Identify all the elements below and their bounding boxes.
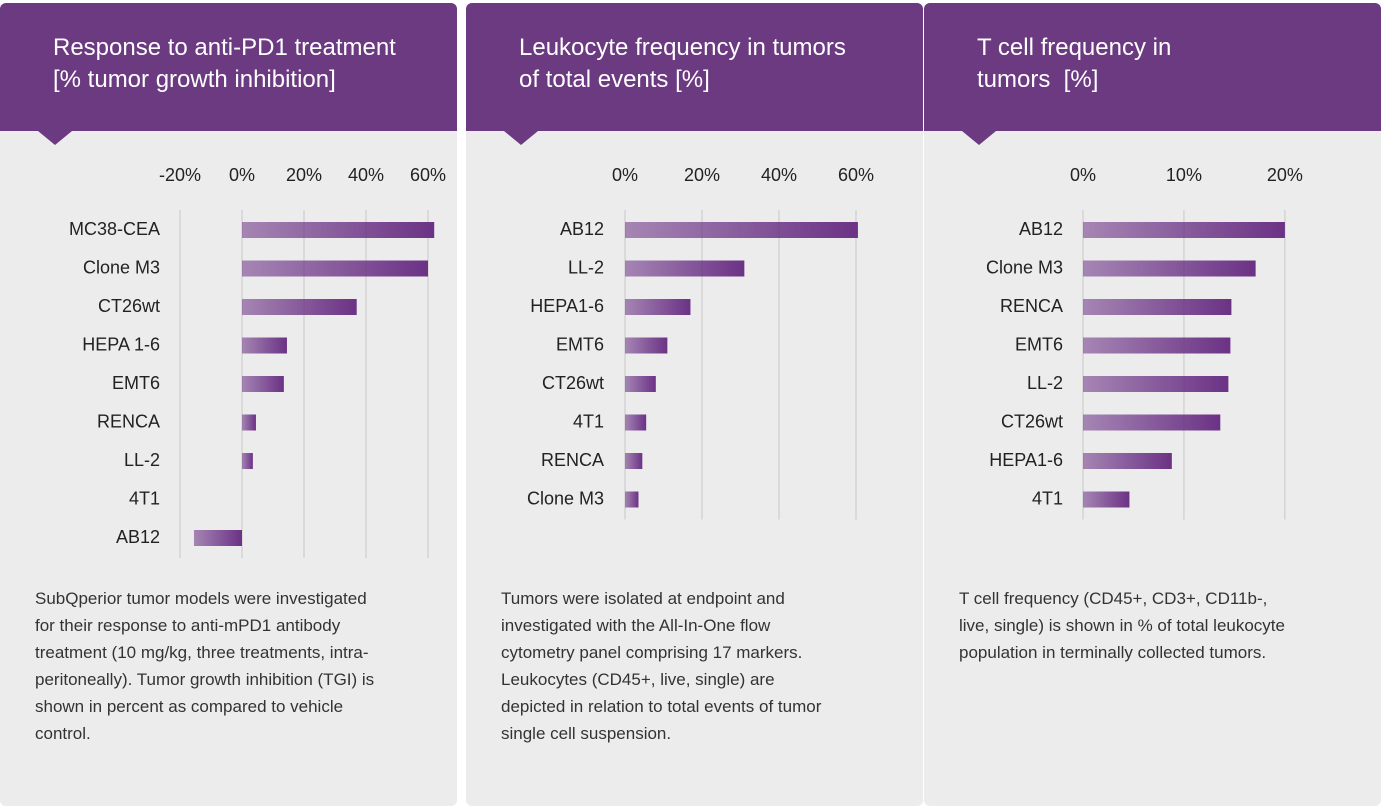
panel-note: SubQperior tumor models were investigate… [35,589,375,743]
bar [1083,414,1221,431]
bar [625,453,643,469]
y-tick-label: AB12 [116,527,160,547]
bar [242,260,428,277]
bar [242,453,253,469]
bar [1083,453,1172,469]
bar [242,299,357,315]
bar [625,299,691,315]
y-tick-label: HEPA1-6 [530,296,604,316]
y-tick-label: 4T1 [129,488,160,508]
y-tick-label: Clone M3 [527,488,604,508]
panel-header: Leukocyte frequency in tumors of total ev… [466,3,923,131]
y-tick-label: CT26wt [98,296,160,316]
panel-title: Leukocyte frequency in tumors of total ev… [519,32,846,96]
y-tick-label: AB12 [1019,219,1063,239]
panel-title: Response to anti-PD1 treatment [% tumor g… [53,32,396,96]
bar [1083,299,1232,315]
y-tick-label: LL-2 [1027,373,1063,393]
bar [1083,260,1256,277]
y-tick-label: 4T1 [573,411,604,431]
panel-note: Tumors were isolated at endpoint and inv… [501,589,822,743]
x-tick-label: 20% [1267,165,1303,185]
panel-note: T cell frequency (CD45+, CD3+, CD11b-, l… [959,589,1285,662]
panel-header: T cell frequency in tumors [%] [924,3,1381,131]
bar [625,337,668,354]
title-line: [% tumor growth inhibition] [53,66,336,93]
x-tick-label: 0% [1070,165,1096,185]
y-tick-label: HEPA1-6 [989,450,1063,470]
y-tick-label: EMT6 [1015,334,1063,354]
y-tick-label: AB12 [560,219,604,239]
y-tick-label: RENCA [541,450,604,470]
x-tick-label: 60% [410,165,446,185]
y-tick-label: EMT6 [112,373,160,393]
y-tick-label: HEPA 1-6 [82,334,160,354]
title-line: Leukocyte frequency in tumors [519,34,846,61]
header-pointer [504,131,538,145]
y-tick-label: RENCA [97,411,160,431]
y-tick-label: MC38-CEA [69,219,160,239]
y-tick-label: Clone M3 [83,257,160,277]
x-tick-label: 0% [612,165,638,185]
y-tick-label: LL-2 [124,450,160,470]
y-tick-label: CT26wt [542,373,604,393]
bar [242,337,287,354]
bar [625,222,858,238]
bar [625,260,745,277]
x-tick-label: 0% [229,165,255,185]
bar [193,530,242,546]
title-line: Response to anti-PD1 treatment [53,34,396,61]
panel: Response to anti-PD1 treatment [% tumor g… [0,3,457,806]
x-tick-label: 10% [1166,165,1202,185]
title-line: T cell frequency in [977,34,1172,61]
panel: T cell frequency in tumors [%] T cell freq… [924,3,1381,806]
bar [242,376,284,392]
panel: Leukocyte frequency in tumors of total ev… [466,3,923,806]
y-tick-label: RENCA [1000,296,1063,316]
bar [625,491,639,508]
x-tick-label: -20% [159,165,201,185]
y-tick-label: LL-2 [568,257,604,277]
bar [242,222,435,238]
title-line: of total events [%] [519,66,710,93]
bar [1083,222,1285,238]
x-tick-label: 40% [348,165,384,185]
bar [1083,376,1229,392]
y-tick-label: EMT6 [556,334,604,354]
x-tick-label: 60% [838,165,874,185]
panel-header: Response to anti-PD1 treatment [% tumor g… [0,3,457,131]
bar [625,376,656,392]
x-tick-label: 40% [761,165,797,185]
x-tick-label: 20% [286,165,322,185]
header-pointer [38,131,72,145]
x-tick-label: 20% [684,165,720,185]
header-pointer [962,131,996,145]
bar [1083,491,1130,508]
panel-title: T cell frequency in tumors [%] [977,32,1171,96]
y-tick-label: Clone M3 [986,257,1063,277]
y-tick-label: CT26wt [1001,411,1063,431]
title-line: tumors [%] [977,66,1099,93]
bar [1083,337,1231,354]
bar [625,414,647,431]
bar [242,414,256,431]
y-tick-label: 4T1 [1032,488,1063,508]
